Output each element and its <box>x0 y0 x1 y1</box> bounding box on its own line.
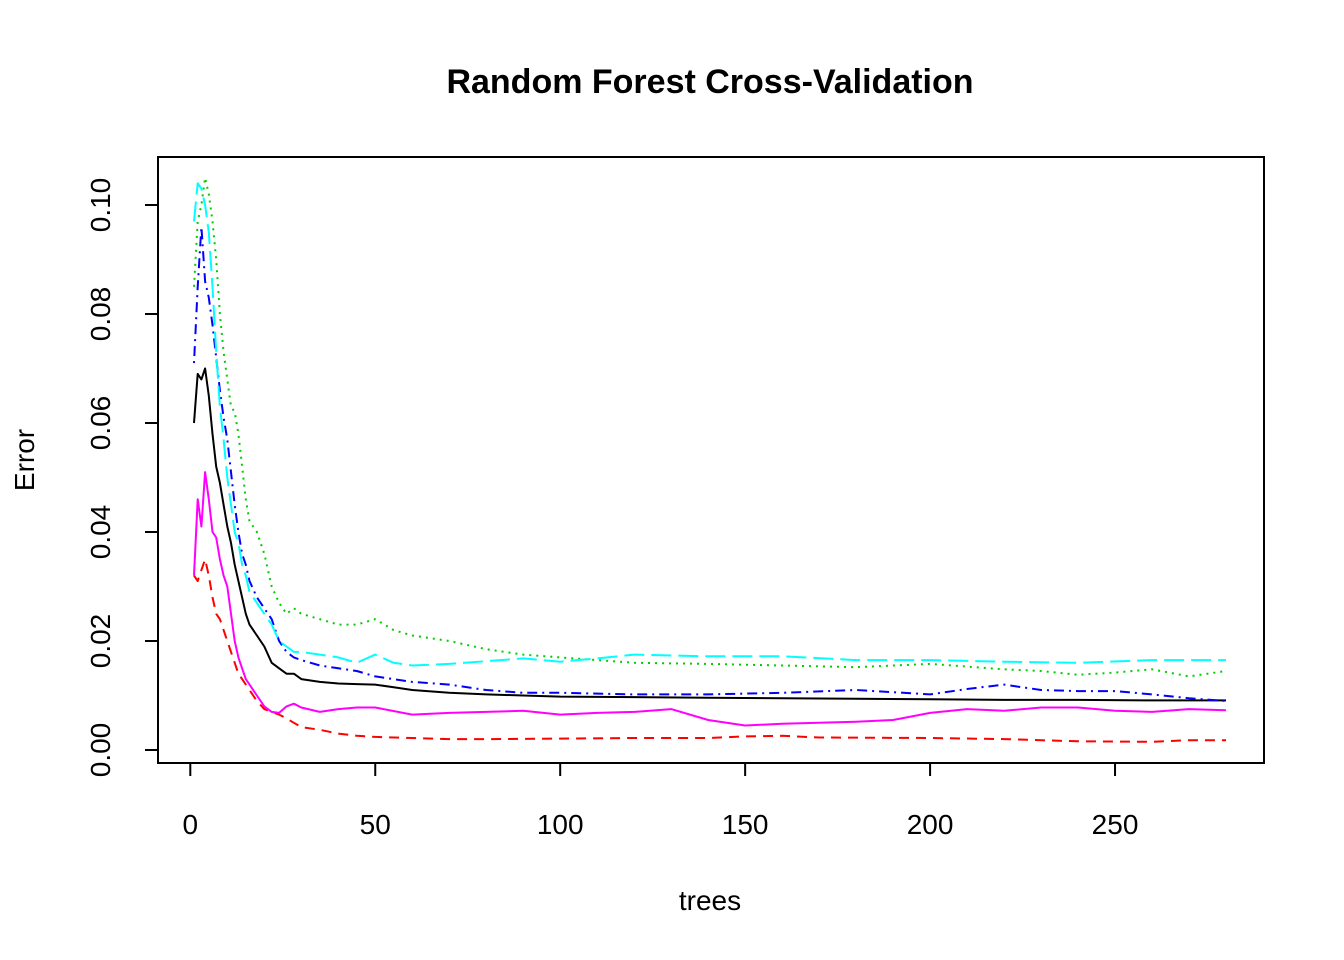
x-tick-label: 0 <box>183 809 199 840</box>
y-axis: 0.00 0.02 0.04 0.06 0.08 0.10 <box>85 178 159 778</box>
y-tick-label: 0.08 <box>85 287 116 342</box>
x-tick-label: 250 <box>1092 809 1139 840</box>
series-layer <box>193 176 1227 743</box>
y-tick-label: 0.04 <box>85 505 116 560</box>
chart-title: Random Forest Cross-Validation <box>446 63 973 101</box>
y-tick-label: 0.02 <box>85 614 116 669</box>
y-tick-label: 0.00 <box>85 723 116 778</box>
x-axis-label: trees <box>679 885 741 916</box>
x-tick-label: 200 <box>907 809 954 840</box>
series-line-3 <box>193 176 1227 678</box>
y-tick-label: 0.10 <box>85 178 116 233</box>
x-tick-label: 150 <box>722 809 769 840</box>
series-line-5 <box>193 182 1226 667</box>
series-line-2 <box>193 558 1226 743</box>
series-line-1 <box>193 367 1226 702</box>
x-axis: 0 50 100 150 200 250 <box>183 762 1139 840</box>
y-axis-label: Error <box>9 429 40 491</box>
x-tick-label: 50 <box>360 809 391 840</box>
x-tick-label: 100 <box>537 809 584 840</box>
plot-frame <box>157 156 1265 764</box>
y-tick-label: 0.06 <box>85 396 116 451</box>
series-line-6 <box>193 471 1227 727</box>
series-line-4 <box>193 225 1227 702</box>
